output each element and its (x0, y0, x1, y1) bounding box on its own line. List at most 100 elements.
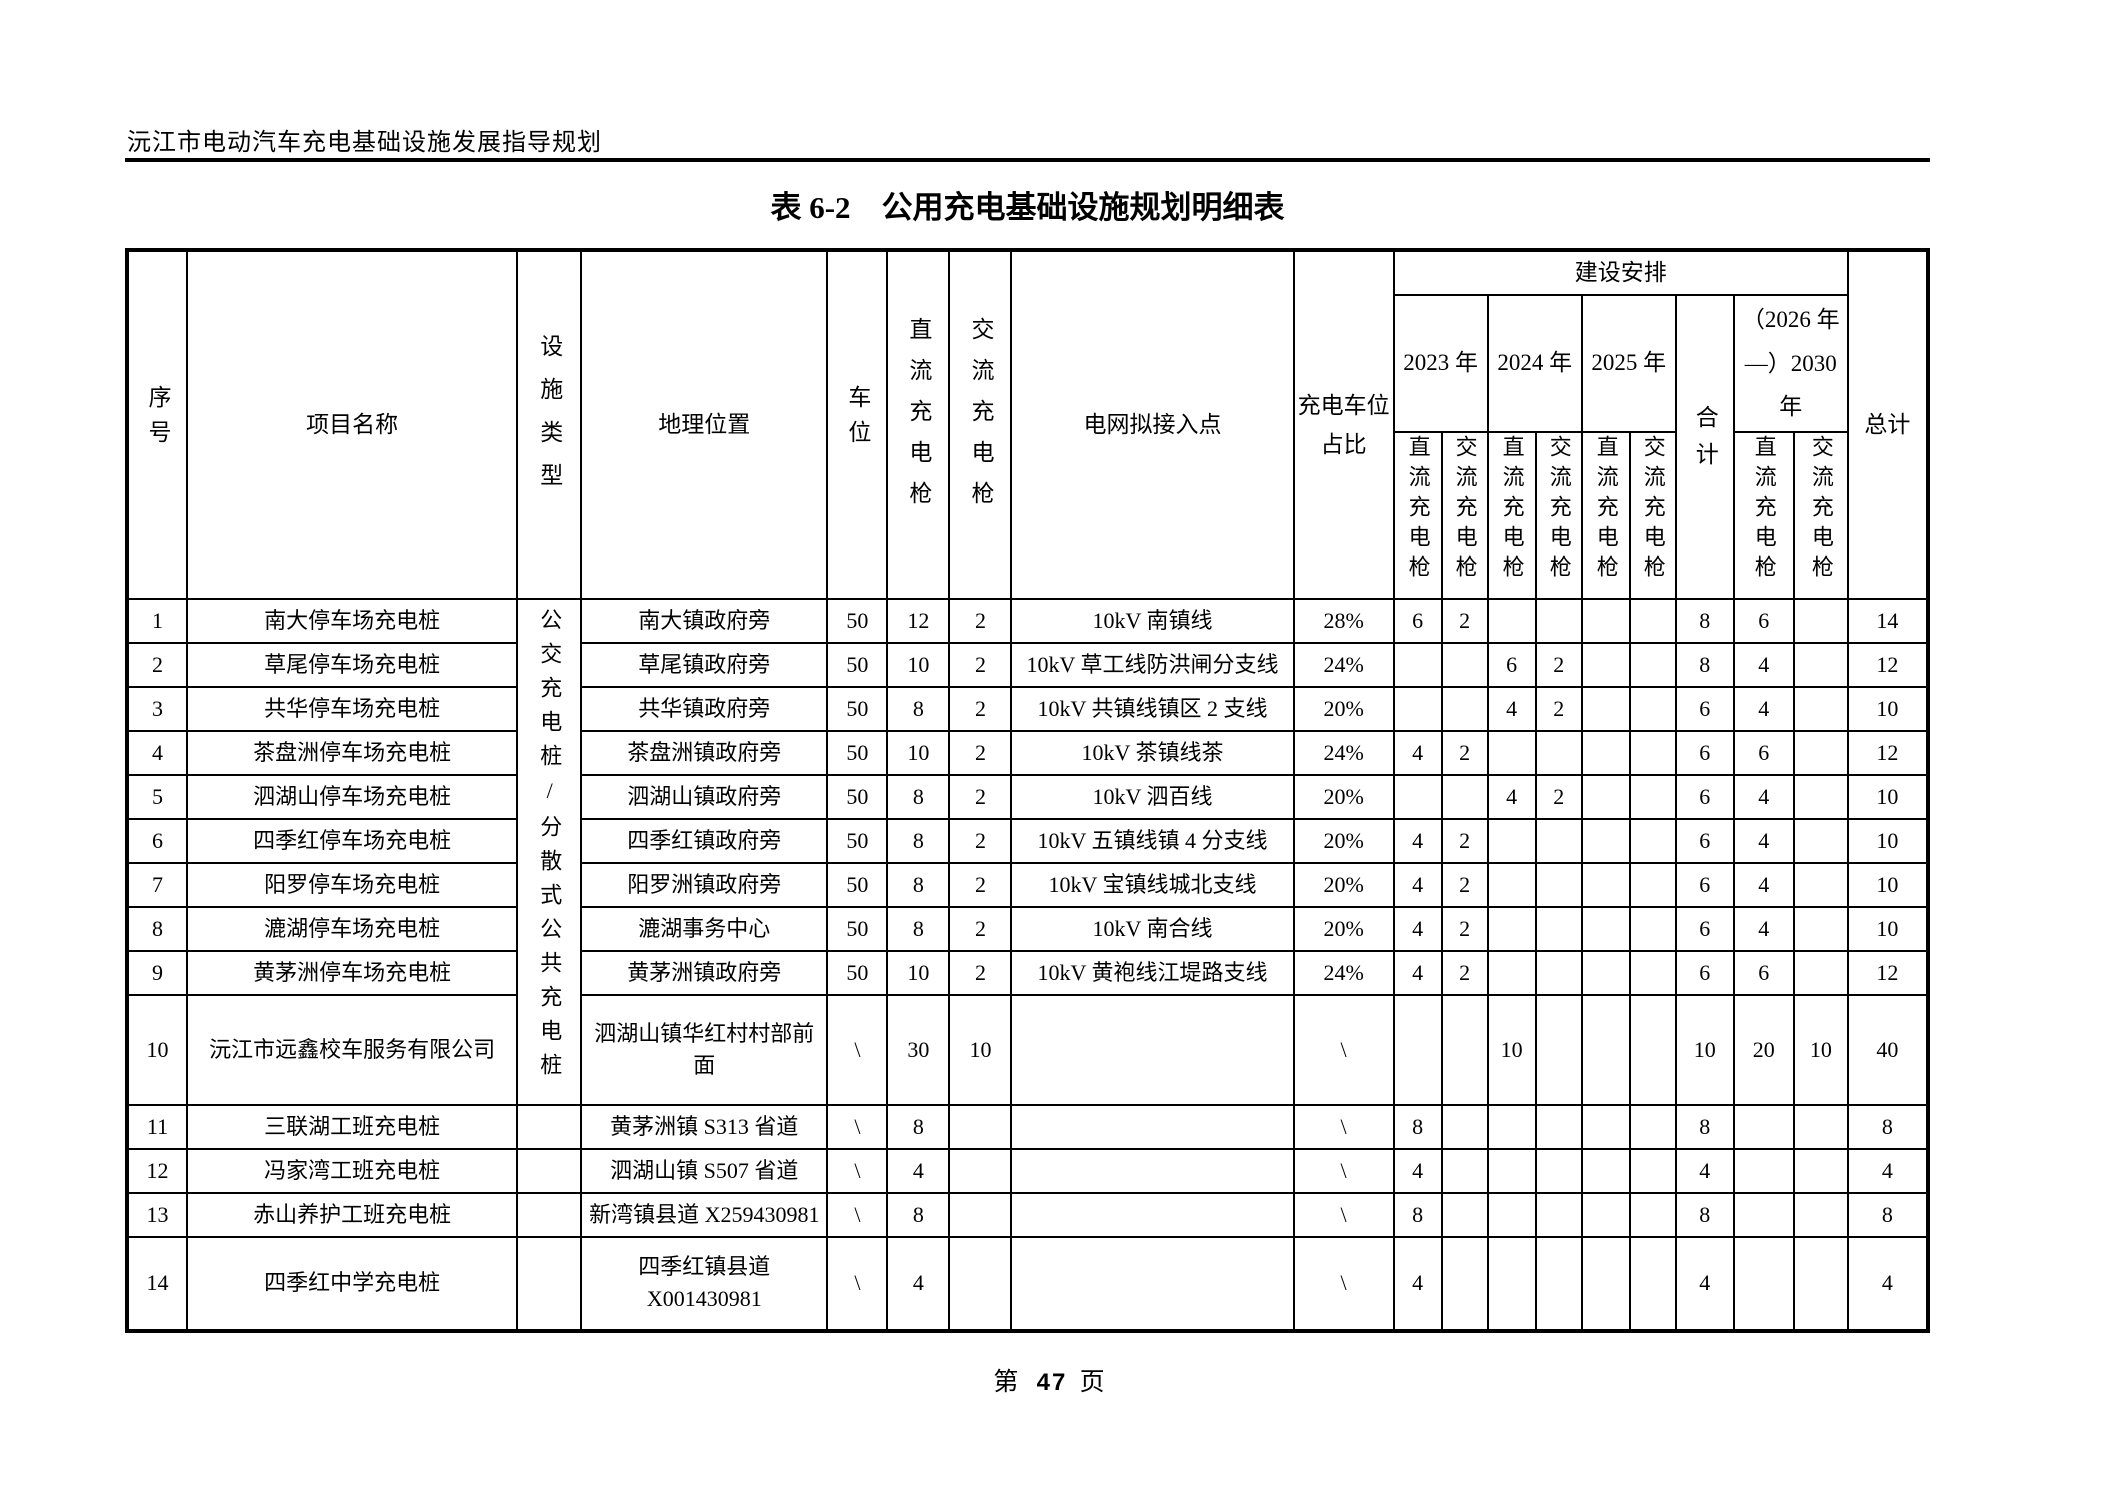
y2025_dc-cell (1580, 949, 1631, 996)
grid-cell (1010, 1191, 1295, 1238)
name-cell: 沅江市远鑫校车服务有限公司 (186, 993, 519, 1106)
y2030_dc-cell: 4 (1732, 685, 1795, 732)
y2024_ac-cell: 2 (1534, 773, 1583, 820)
name-cell: 共华停车场充电桩 (186, 685, 519, 732)
page-number-suffix: 页 (1079, 1369, 1111, 1396)
y2023_dc-cell: 4 (1392, 905, 1443, 952)
facility-type-cell-empty (516, 1235, 583, 1332)
y2023_ac-cell (1440, 773, 1489, 820)
y2025_ac-cell (1628, 1235, 1677, 1332)
y2024_ac-cell: 2 (1534, 685, 1583, 732)
no-cell: 14 (125, 1235, 189, 1332)
y2023_dc-cell: 8 (1392, 1103, 1443, 1150)
grid-cell: 10kV 南合线 (1010, 905, 1295, 952)
y2023_ac-cell: 2 (1440, 861, 1489, 908)
y2023_ac-cell: 2 (1440, 597, 1489, 644)
y2025_ac-cell (1628, 1191, 1677, 1238)
spots-cell: \ (826, 993, 889, 1106)
y2023_dc-cell: 4 (1392, 729, 1443, 776)
y2024_dc-cell (1486, 1191, 1537, 1238)
total-cell: 12 (1846, 729, 1930, 776)
location-cell: 四季红镇政府旁 (580, 817, 829, 864)
table-row: 12 冯家湾工班充电桩 泗湖山镇 S507 省道 \ 4 \ 4 4 4 (125, 1147, 1930, 1194)
ac-cell (948, 1147, 1013, 1194)
subtotal-cell: 6 (1674, 773, 1735, 820)
y2030_dc-cell: 6 (1732, 729, 1795, 776)
y2023_dc-cell (1392, 993, 1443, 1106)
total-cell: 14 (1846, 597, 1930, 644)
dc-cell: 8 (886, 861, 951, 908)
y2025_dc-cell (1580, 993, 1631, 1106)
y2023_ac-cell (1440, 1191, 1489, 1238)
y2023_ac-cell (1440, 1235, 1489, 1332)
ac-cell: 2 (948, 949, 1013, 996)
spots-cell: \ (826, 1147, 889, 1194)
y2030_dc-cell: 4 (1732, 773, 1795, 820)
subtotal-cell: 10 (1674, 993, 1735, 1106)
ratio-cell: 20% (1292, 905, 1395, 952)
y2023_ac-cell (1440, 641, 1489, 688)
dc-cell: 10 (886, 641, 951, 688)
total-cell: 12 (1846, 949, 1930, 996)
y2025_dc-cell (1580, 905, 1631, 952)
ac-cell: 2 (948, 641, 1013, 688)
spots-cell: \ (826, 1235, 889, 1332)
subtotal-cell: 8 (1674, 1103, 1735, 1150)
subtotal-cell: 4 (1674, 1235, 1735, 1332)
ratio-cell: 20% (1292, 817, 1395, 864)
no-cell: 13 (125, 1191, 189, 1238)
ac-cell: 10 (948, 993, 1013, 1106)
dc-cell: 4 (886, 1235, 951, 1332)
spots-cell: 50 (826, 949, 889, 996)
total-cell: 40 (1846, 993, 1930, 1106)
y2030_dc-cell (1732, 1235, 1795, 1332)
header-rule (125, 158, 1930, 162)
no-cell: 11 (125, 1103, 189, 1150)
y2023_ac-cell (1440, 1103, 1489, 1150)
y2024_ac-cell (1534, 1103, 1583, 1150)
col-header-2025-dc: 直流充电枪 (1580, 431, 1631, 600)
grid-cell (1010, 1235, 1295, 1332)
no-cell: 1 (125, 597, 189, 644)
name-cell: 草尾停车场充电桩 (186, 641, 519, 688)
ac-cell: 2 (948, 817, 1013, 864)
y2025_ac-cell (1628, 993, 1677, 1106)
ac-cell (948, 1103, 1013, 1150)
location-cell: 漉湖事务中心 (580, 905, 829, 952)
y2030_ac-cell (1792, 817, 1849, 864)
no-cell: 12 (125, 1147, 189, 1194)
col-header-ratio: 充电车位占比 (1292, 249, 1395, 600)
y2025_dc-cell (1580, 597, 1631, 644)
y2023_dc-cell (1392, 685, 1443, 732)
table-row: 6 四季红停车场充电桩 四季红镇政府旁 50 8 2 10kV 五镇线镇 4 分支线 20% 4… (125, 817, 1930, 864)
y2024_dc-cell (1486, 1147, 1537, 1194)
ac-cell: 2 (948, 905, 1013, 952)
y2025_ac-cell (1628, 949, 1677, 996)
dc-cell: 8 (886, 905, 951, 952)
y2030_dc-cell (1732, 1191, 1795, 1238)
y2030_ac-cell (1792, 641, 1849, 688)
dc-cell: 8 (886, 1191, 951, 1238)
y2024_dc-cell (1486, 861, 1537, 908)
name-cell: 漉湖停车场充电桩 (186, 905, 519, 952)
y2030_dc-cell: 4 (1732, 817, 1795, 864)
location-cell: 共华镇政府旁 (580, 685, 829, 732)
y2025_dc-cell (1580, 1235, 1631, 1332)
ratio-cell: \ (1292, 993, 1395, 1106)
no-cell: 10 (125, 993, 189, 1106)
y2025_ac-cell (1628, 641, 1677, 688)
subtotal-cell: 8 (1674, 1191, 1735, 1238)
no-cell: 7 (125, 861, 189, 908)
name-cell: 泗湖山停车场充电桩 (186, 773, 519, 820)
name-cell: 冯家湾工班充电桩 (186, 1147, 519, 1194)
ratio-cell: \ (1292, 1103, 1395, 1150)
grid-cell: 10kV 五镇线镇 4 分支线 (1010, 817, 1295, 864)
table-row: 1 南大停车场充电桩 公交充电桩/分散式公共充电桩 南大镇政府旁 50 12 2 10kV 南… (125, 597, 1930, 1106)
y2030_dc-cell (1732, 1147, 1795, 1194)
dc-cell: 30 (886, 993, 951, 1106)
table-row: 2 草尾停车场充电桩 草尾镇政府旁 50 10 2 10kV 草工线防洪闸分支线 24% 6 2 8… (125, 641, 1930, 688)
y2025_ac-cell (1628, 905, 1677, 952)
location-cell: 南大镇政府旁 (580, 597, 829, 644)
spots-cell: \ (826, 1191, 889, 1238)
table-row: 11 三联湖工班充电桩 黄茅洲镇 S313 省道 \ 8 \ 8 8 8 (125, 1103, 1930, 1150)
